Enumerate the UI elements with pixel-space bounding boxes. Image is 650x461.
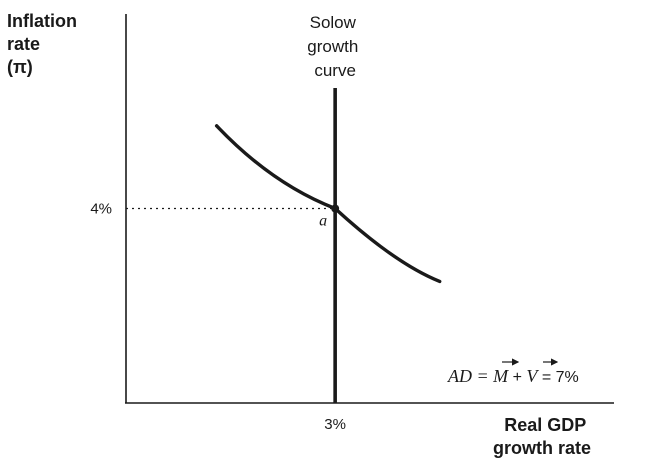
y-axis-label: Inflation rate (π) — [7, 11, 82, 77]
y-tick-label-4-percent: 4% — [90, 201, 112, 218]
ad-equation-plus: + — [508, 369, 526, 386]
ad-equation-v: V — [526, 366, 539, 386]
solow-curve-label: Solow growth curve — [307, 13, 363, 80]
ad-equation-suffix: = 7% — [537, 369, 578, 386]
point-a-label: a — [319, 213, 327, 230]
solow-label-line-1: Solow — [310, 13, 357, 32]
x-tick-label-3-percent: 3% — [324, 416, 346, 433]
x-axis-label-line-2: growth rate — [493, 438, 591, 458]
y-axis-label-line-2: rate — [7, 34, 40, 54]
y-axis-label-line-1: Inflation — [7, 11, 77, 31]
solow-label-line-3: curve — [314, 61, 356, 80]
ad-equation-m: M — [492, 366, 509, 386]
solow-label-line-2: growth — [307, 37, 358, 56]
equilibrium-point-a — [331, 204, 340, 213]
x-axis-label: Real GDP growth rate — [493, 415, 591, 458]
x-axis-label-line-1: Real GDP — [504, 415, 586, 435]
ad-equation-label: AD = M + V = 7% — [447, 366, 579, 386]
y-axis-label-line-3: (π) — [7, 57, 33, 77]
ad-equation-prefix: AD = — [447, 366, 493, 386]
ad-curve-line — [214, 124, 442, 284]
